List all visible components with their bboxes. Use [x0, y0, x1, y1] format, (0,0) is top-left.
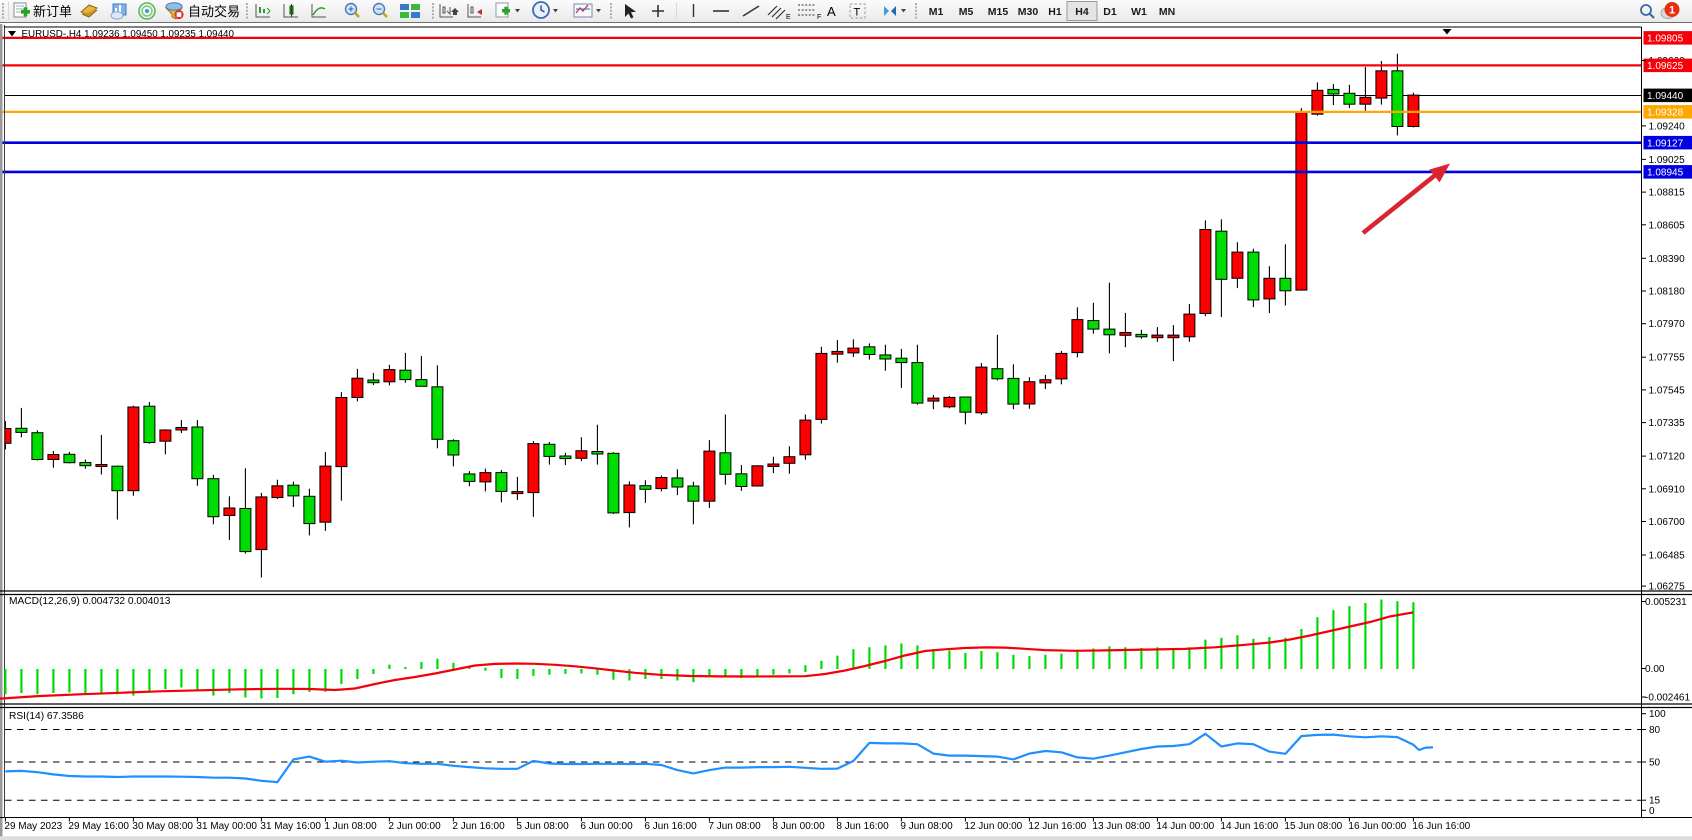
- svg-text:EURUSD-,H4 1.09236 1.09450 1.: EURUSD-,H4 1.09236 1.09450 1.09235 1.094…: [22, 29, 235, 40]
- svg-text:1.07970: 1.07970: [1649, 319, 1686, 330]
- svg-text:1: 1: [1669, 5, 1675, 17]
- svg-text:1.09328: 1.09328: [1647, 108, 1684, 119]
- svg-text:H1: H1: [1048, 6, 1062, 18]
- svg-text:29 May 16:00: 29 May 16:00: [68, 821, 129, 832]
- svg-text:31 May 00:00: 31 May 00:00: [196, 821, 257, 832]
- svg-text:31 May 16:00: 31 May 16:00: [260, 821, 321, 832]
- svg-text:M5: M5: [959, 6, 974, 18]
- svg-text:A: A: [827, 4, 836, 19]
- svg-text:0.00: 0.00: [1645, 664, 1665, 675]
- svg-text:E: E: [786, 14, 791, 21]
- svg-text:2 Jun 00:00: 2 Jun 00:00: [388, 821, 441, 832]
- svg-text:T: T: [854, 7, 861, 19]
- svg-text:D1: D1: [1103, 6, 1117, 18]
- svg-text:1 Jun 08:00: 1 Jun 08:00: [324, 821, 377, 832]
- svg-text:1.08605: 1.08605: [1649, 220, 1686, 231]
- svg-text:1.06700: 1.06700: [1649, 517, 1686, 528]
- svg-text:80: 80: [1649, 725, 1661, 736]
- svg-text:1.09805: 1.09805: [1647, 34, 1684, 45]
- svg-text:H4: H4: [1075, 6, 1089, 18]
- svg-text:0.005231: 0.005231: [1645, 597, 1687, 608]
- svg-text:29 May 2023: 29 May 2023: [4, 821, 62, 832]
- svg-text:16 Jun 00:00: 16 Jun 00:00: [1348, 821, 1406, 832]
- svg-text:13 Jun 08:00: 13 Jun 08:00: [1092, 821, 1150, 832]
- svg-text:W1: W1: [1131, 6, 1147, 18]
- svg-text:1.07755: 1.07755: [1649, 353, 1686, 364]
- svg-text:50: 50: [1649, 758, 1661, 769]
- svg-text:1.08180: 1.08180: [1649, 287, 1686, 298]
- svg-text:30 May 08:00: 30 May 08:00: [132, 821, 193, 832]
- svg-text:1.08945: 1.08945: [1647, 168, 1684, 179]
- svg-text:1.08815: 1.08815: [1649, 188, 1686, 199]
- svg-text:6 Jun 00:00: 6 Jun 00:00: [580, 821, 633, 832]
- svg-text:1.06275: 1.06275: [1649, 582, 1686, 593]
- svg-text:6 Jun 16:00: 6 Jun 16:00: [644, 821, 697, 832]
- svg-text:16 Jun 16:00: 16 Jun 16:00: [1412, 821, 1470, 832]
- svg-text:2 Jun 16:00: 2 Jun 16:00: [452, 821, 505, 832]
- svg-text:12 Jun 16:00: 12 Jun 16:00: [1028, 821, 1086, 832]
- svg-text:M30: M30: [1018, 6, 1039, 18]
- svg-text:F: F: [817, 14, 821, 21]
- svg-text:1.06910: 1.06910: [1649, 484, 1686, 495]
- svg-text:1.09127: 1.09127: [1647, 139, 1684, 150]
- svg-text:MN: MN: [1159, 6, 1175, 18]
- svg-text:M15: M15: [988, 6, 1009, 18]
- svg-text:100: 100: [1649, 709, 1666, 720]
- svg-text:1.09240: 1.09240: [1649, 121, 1686, 132]
- svg-text:12 Jun 00:00: 12 Jun 00:00: [964, 821, 1022, 832]
- svg-text:14 Jun 00:00: 14 Jun 00:00: [1156, 821, 1214, 832]
- svg-text:RSI(14) 67.3586: RSI(14) 67.3586: [9, 711, 84, 722]
- svg-text:1.08390: 1.08390: [1649, 254, 1686, 265]
- svg-text:15: 15: [1649, 796, 1661, 807]
- svg-text:自动交易: 自动交易: [188, 4, 240, 19]
- svg-text:15 Jun 08:00: 15 Jun 08:00: [1284, 821, 1342, 832]
- svg-text:7 Jun 08:00: 7 Jun 08:00: [708, 821, 761, 832]
- svg-text:1.07545: 1.07545: [1649, 385, 1686, 396]
- svg-text:M1: M1: [929, 6, 944, 18]
- svg-text:1.07120: 1.07120: [1649, 452, 1686, 463]
- svg-text:-0.002461: -0.002461: [1645, 693, 1690, 704]
- svg-text:1.07335: 1.07335: [1649, 418, 1686, 429]
- svg-text:1.09440: 1.09440: [1647, 91, 1684, 102]
- svg-text:1.09625: 1.09625: [1647, 61, 1684, 72]
- svg-text:0: 0: [1649, 806, 1655, 817]
- svg-text:9 Jun 08:00: 9 Jun 08:00: [900, 821, 953, 832]
- svg-text:8 Jun 16:00: 8 Jun 16:00: [836, 821, 889, 832]
- svg-text:新订单: 新订单: [33, 4, 72, 19]
- svg-text:MACD(12,26,9) 0.004732 0.00401: MACD(12,26,9) 0.004732 0.004013: [9, 596, 171, 607]
- svg-text:8 Jun 00:00: 8 Jun 00:00: [772, 821, 825, 832]
- svg-text:14 Jun 16:00: 14 Jun 16:00: [1220, 821, 1278, 832]
- svg-text:5 Jun 08:00: 5 Jun 08:00: [516, 821, 569, 832]
- svg-text:1.06485: 1.06485: [1649, 551, 1686, 562]
- svg-text:1.09025: 1.09025: [1649, 155, 1686, 166]
